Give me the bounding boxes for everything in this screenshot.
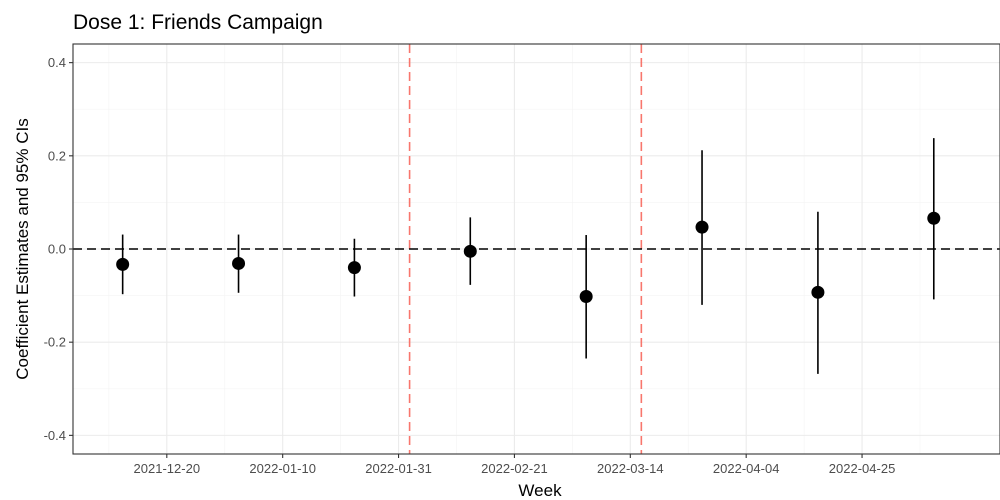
x-tick-label: 2022-04-04	[713, 461, 780, 476]
data-point	[811, 285, 825, 299]
y-axis-title: Coefficient Estimates and 95% CIs	[13, 118, 32, 379]
data-points	[116, 211, 941, 304]
y-tick-label: 0.0	[48, 242, 66, 257]
x-axis-ticks: 2021-12-20 2022-01-10 2022-01-31 2022-02-21…	[134, 454, 896, 476]
error-bars	[121, 138, 935, 374]
grid-major	[73, 44, 1000, 454]
x-tick-label: 2022-02-21	[481, 461, 548, 476]
data-point	[927, 211, 941, 225]
x-tick-label: 2022-01-10	[249, 461, 316, 476]
y-tick-label: 0.4	[48, 55, 66, 70]
chart-title: Dose 1: Friends Campaign	[73, 11, 323, 34]
x-tick-label: 2022-01-31	[365, 461, 432, 476]
x-tick-label: 2022-04-25	[829, 461, 896, 476]
data-point	[579, 290, 593, 304]
data-point	[347, 261, 361, 275]
data-point	[232, 256, 246, 270]
x-axis-title: Week	[518, 481, 562, 500]
x-tick-label: 2021-12-20	[134, 461, 201, 476]
y-tick-label: 0.2	[48, 148, 66, 163]
data-point	[116, 257, 130, 271]
data-point	[695, 220, 709, 234]
y-axis-ticks: 0.4 0.2 0.0 -0.2 -0.4	[44, 55, 73, 443]
x-tick-label: 2022-03-14	[597, 461, 664, 476]
data-point	[463, 244, 477, 258]
y-tick-label: -0.2	[44, 335, 66, 350]
y-tick-label: -0.4	[44, 428, 66, 443]
